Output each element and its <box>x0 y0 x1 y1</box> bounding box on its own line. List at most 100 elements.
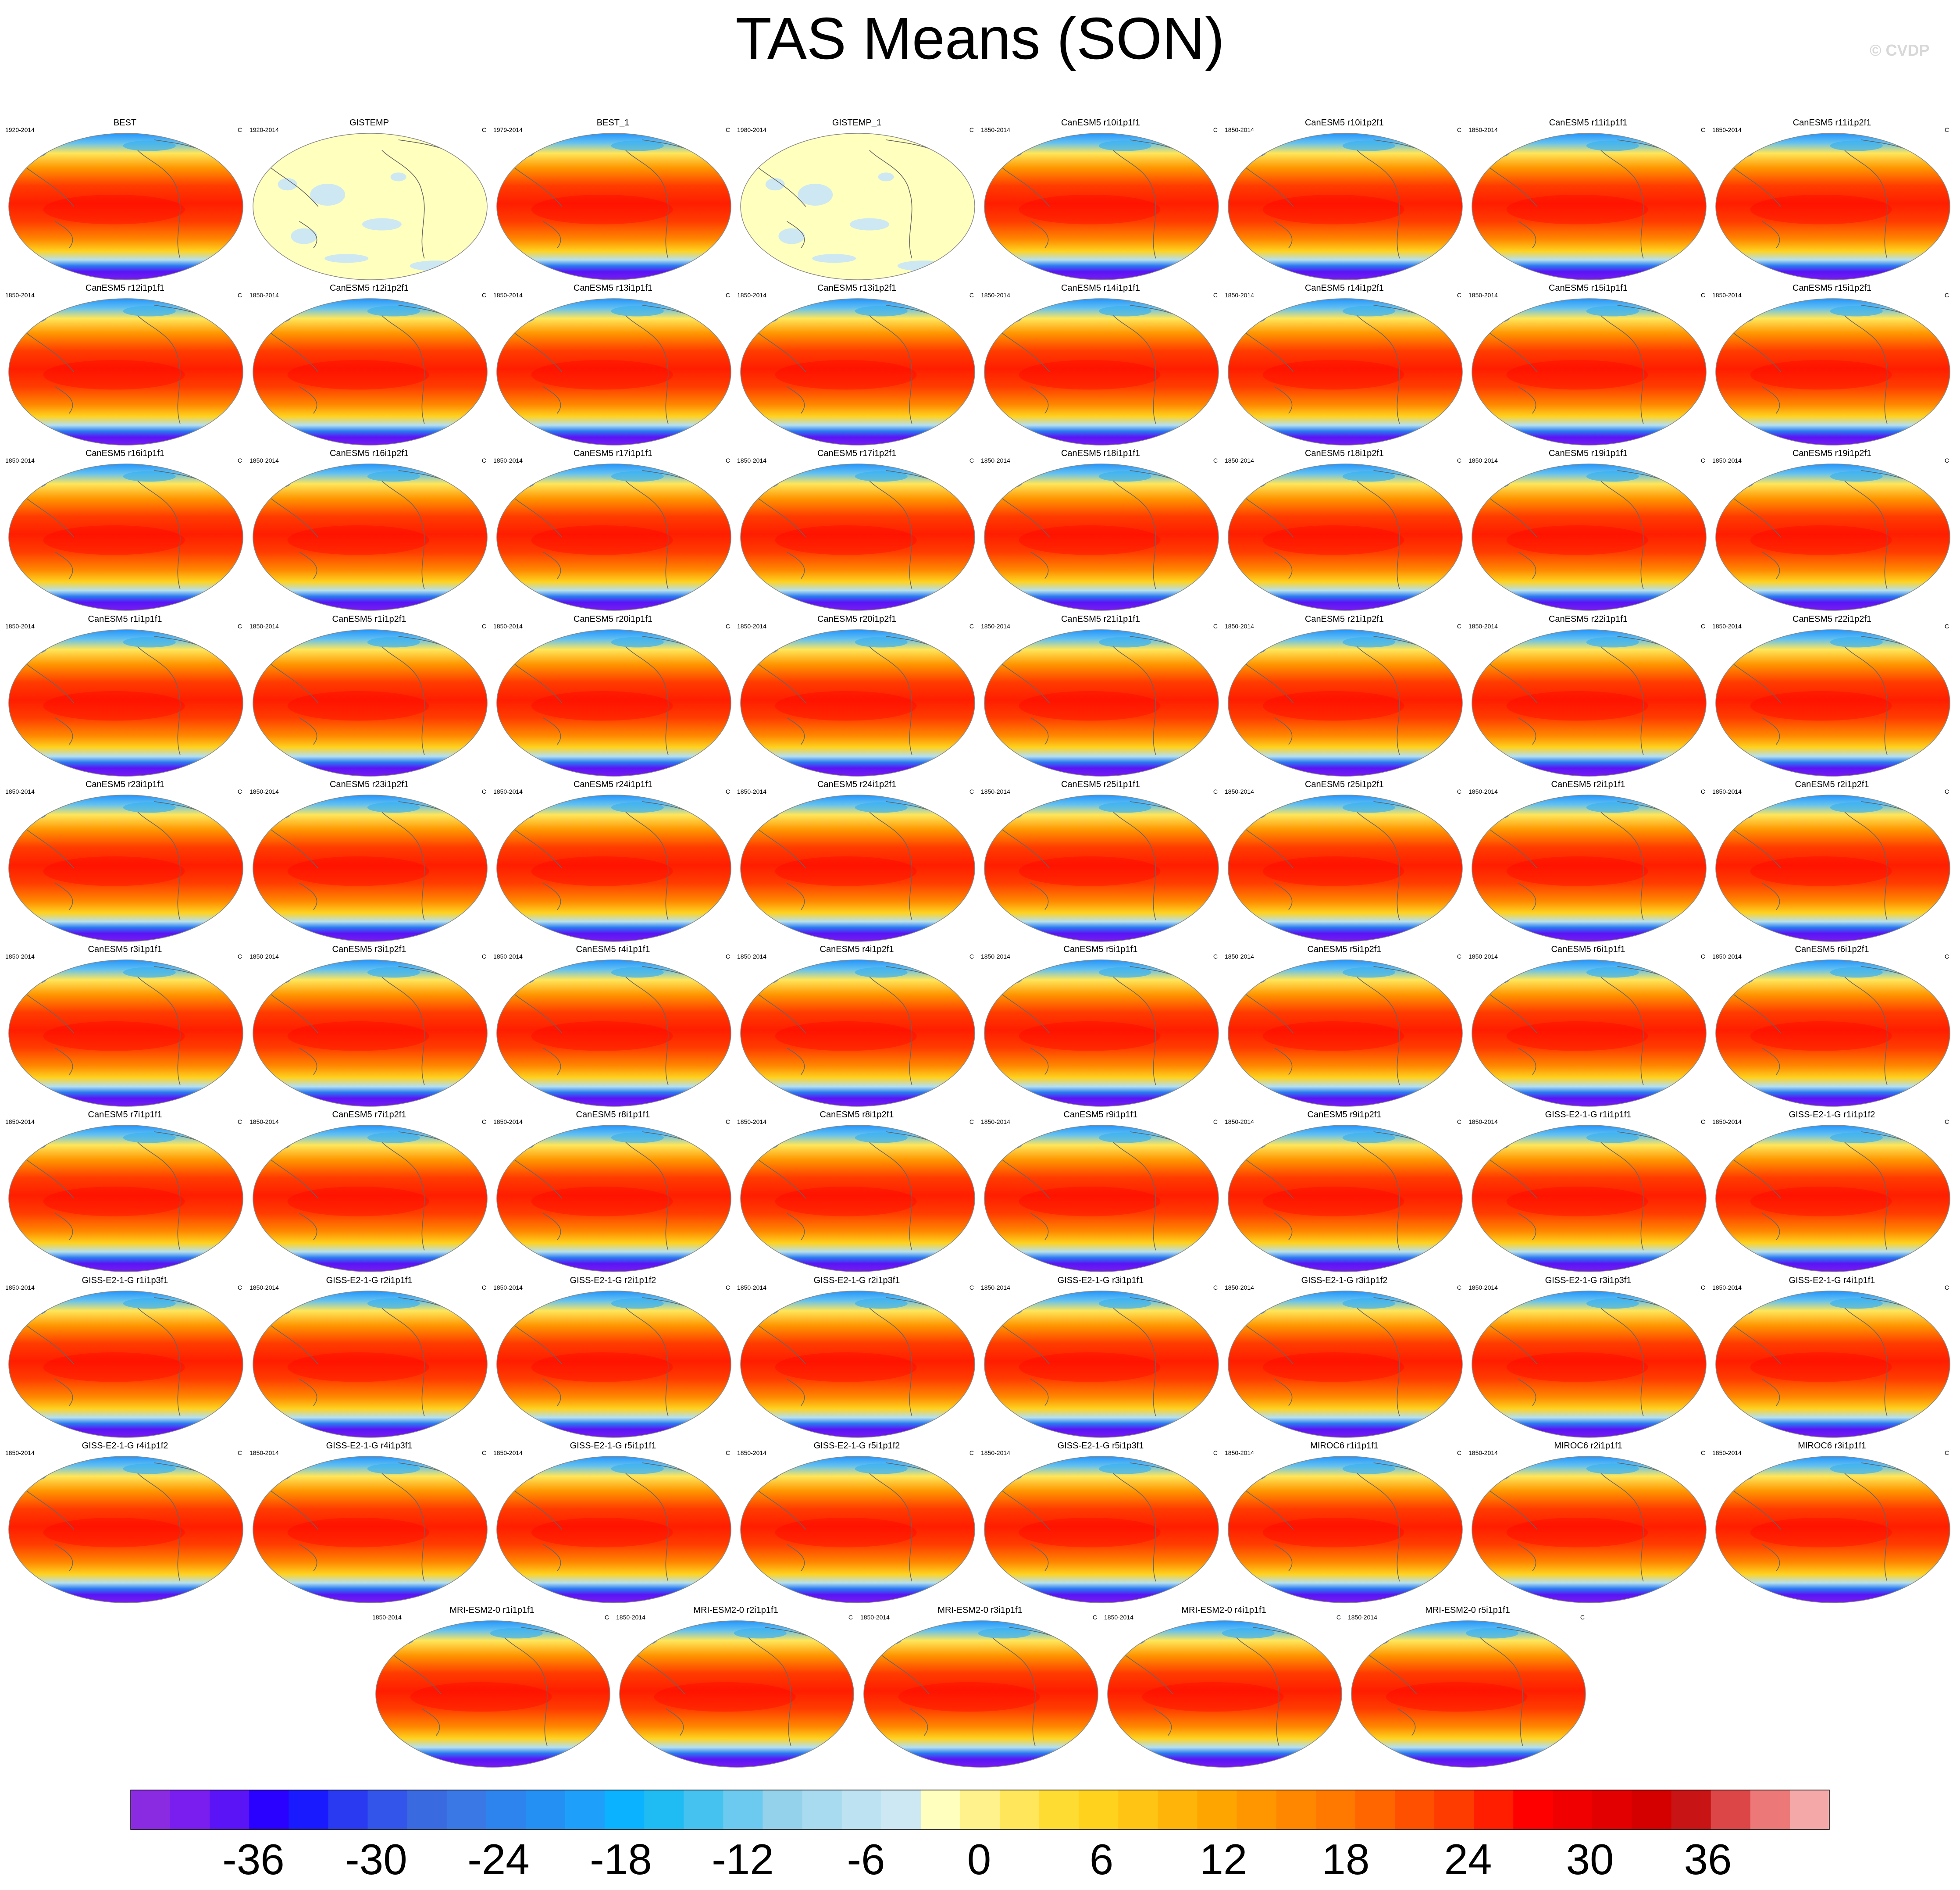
panel-years: 1850-2014 <box>5 788 35 795</box>
coastline <box>787 883 805 910</box>
coastline <box>1274 552 1293 579</box>
globe-map <box>1472 1291 1707 1438</box>
map-panel: CanESM5 r3i1p1f1 1850-2014 C <box>4 944 246 1110</box>
panel-years: 1850-2014 <box>981 292 1010 299</box>
cold-spot <box>756 1135 780 1149</box>
globe-outline <box>253 133 488 280</box>
panel-title: CanESM5 r3i1p2f1 <box>332 945 406 954</box>
anomaly-patch <box>798 183 833 206</box>
panel-years: 1850-2014 <box>981 623 1010 630</box>
coastline <box>869 646 912 755</box>
globe-map <box>740 464 975 611</box>
panel-title: CanESM5 r2i1p1f1 <box>1551 780 1625 789</box>
coastline <box>992 1637 1036 1746</box>
coastline <box>1357 480 1400 589</box>
coastline <box>1030 1544 1049 1572</box>
globe-outline <box>8 464 243 611</box>
cold-spot <box>756 474 780 488</box>
colorbar-tick-label: -6 <box>847 1835 885 1883</box>
map-panel: CanESM5 r24i1p1f1 1850-2014 C <box>492 779 734 945</box>
globe-map <box>740 1291 975 1438</box>
coastline <box>625 315 669 424</box>
coastline <box>787 552 805 579</box>
coastline <box>55 1213 73 1241</box>
coastline <box>625 976 669 1085</box>
map-panel: GISS-E2-1-G r2i1p1f2 1850-2014 C <box>492 1275 734 1441</box>
coastline <box>787 717 805 745</box>
globe-outline <box>1107 1620 1342 1768</box>
cold-spot <box>1732 474 1755 488</box>
panel-units: C <box>1213 292 1218 299</box>
cold-spot <box>1244 143 1267 157</box>
globe-outline <box>984 959 1219 1107</box>
cold-spot <box>1488 143 1511 157</box>
panel-units: C <box>1944 1449 1949 1456</box>
globe-outline <box>740 464 975 611</box>
map-panel: CanESM5 r17i1p1f1 1850-2014 C <box>492 448 734 614</box>
panel-units: C <box>237 292 242 299</box>
cold-spot <box>25 970 48 984</box>
credit-watermark: © CVDP <box>1870 41 1930 59</box>
globe-outline <box>253 795 488 942</box>
panel-units: C <box>1457 953 1461 960</box>
panel-title: CanESM5 r24i1p1f1 <box>573 780 653 789</box>
map-panel: CanESM5 r2i1p1f1 1850-2014 C <box>1467 779 1710 945</box>
globe-map <box>8 464 243 611</box>
panel-title: CanESM5 r10i1p1f1 <box>1061 118 1140 128</box>
panel-title: CanESM5 r25i1p1f1 <box>1061 780 1140 789</box>
globe-outline <box>740 298 975 446</box>
panel-title: CanESM5 r18i1p2f1 <box>1304 449 1384 458</box>
cold-spot <box>1244 1135 1267 1149</box>
globe-map <box>8 1456 243 1603</box>
globe-map <box>496 959 731 1107</box>
map-panel: GISS-E2-1-G r3i1p1f2 1850-2014 C <box>1223 1275 1466 1441</box>
colorbar-swatch <box>1394 1790 1435 1829</box>
coastline <box>1357 150 1400 259</box>
colorbar-swatch <box>249 1790 289 1829</box>
globe-outline <box>1715 1125 1950 1272</box>
colorbar-swatch <box>1158 1790 1198 1829</box>
globe-map <box>253 959 488 1107</box>
panel-units: C <box>969 1284 974 1291</box>
panel-years: 1850-2014 <box>493 1118 523 1125</box>
map-panel: CanESM5 r7i1p1f1 1850-2014 C <box>4 1109 246 1275</box>
panel-title: CanESM5 r4i1p1f1 <box>576 945 650 954</box>
map-panel: CanESM5 r23i1p1f1 1850-2014 C <box>4 779 246 945</box>
colorbar-swatch <box>170 1790 210 1829</box>
panel-units: C <box>1944 953 1949 960</box>
coastline <box>1518 1048 1536 1075</box>
panel-title: GISS-E2-1-G r5i1p1f2 <box>813 1441 900 1451</box>
colorbar-swatch <box>131 1790 171 1829</box>
panel-years: 1920-2014 <box>5 126 35 133</box>
coastline <box>1274 717 1293 745</box>
colorbar-swatch <box>1750 1790 1790 1829</box>
panel-years: 1850-2014 <box>737 292 766 299</box>
panel-units: C <box>481 292 486 299</box>
cold-spot <box>1244 308 1267 323</box>
coastline <box>1274 1213 1293 1241</box>
cold-spot <box>25 805 48 819</box>
globe-outline <box>1228 629 1463 777</box>
coastline <box>1274 386 1293 414</box>
panel-title: CanESM5 r21i1p2f1 <box>1304 614 1384 624</box>
panel-units: C <box>725 788 730 795</box>
panel-units: C <box>969 457 974 464</box>
panel-title: CanESM5 r6i1p1f1 <box>1551 945 1625 954</box>
panel-years: 1850-2014 <box>1712 1284 1742 1291</box>
cold-spot <box>1244 805 1267 819</box>
globe-outline <box>1472 795 1707 942</box>
map-panel: CanESM5 r7i1p2f1 1850-2014 C <box>248 1109 491 1275</box>
cold-spot <box>1123 1630 1147 1645</box>
panel-years: 1850-2014 <box>5 1118 35 1125</box>
panel-title: GISS-E2-1-G r5i1p3f1 <box>1057 1441 1144 1451</box>
coastline <box>1357 1473 1400 1582</box>
globe-map <box>496 464 731 611</box>
anomaly-patch <box>324 254 369 263</box>
panel-title: GISS-E2-1-G r2i1p1f2 <box>570 1276 656 1285</box>
coastline <box>1357 811 1400 920</box>
coastline <box>1030 1379 1049 1406</box>
cold-spot <box>1244 474 1267 488</box>
coastline <box>787 1379 805 1406</box>
panel-years: 1850-2014 <box>1225 623 1254 630</box>
coastline <box>137 150 181 259</box>
